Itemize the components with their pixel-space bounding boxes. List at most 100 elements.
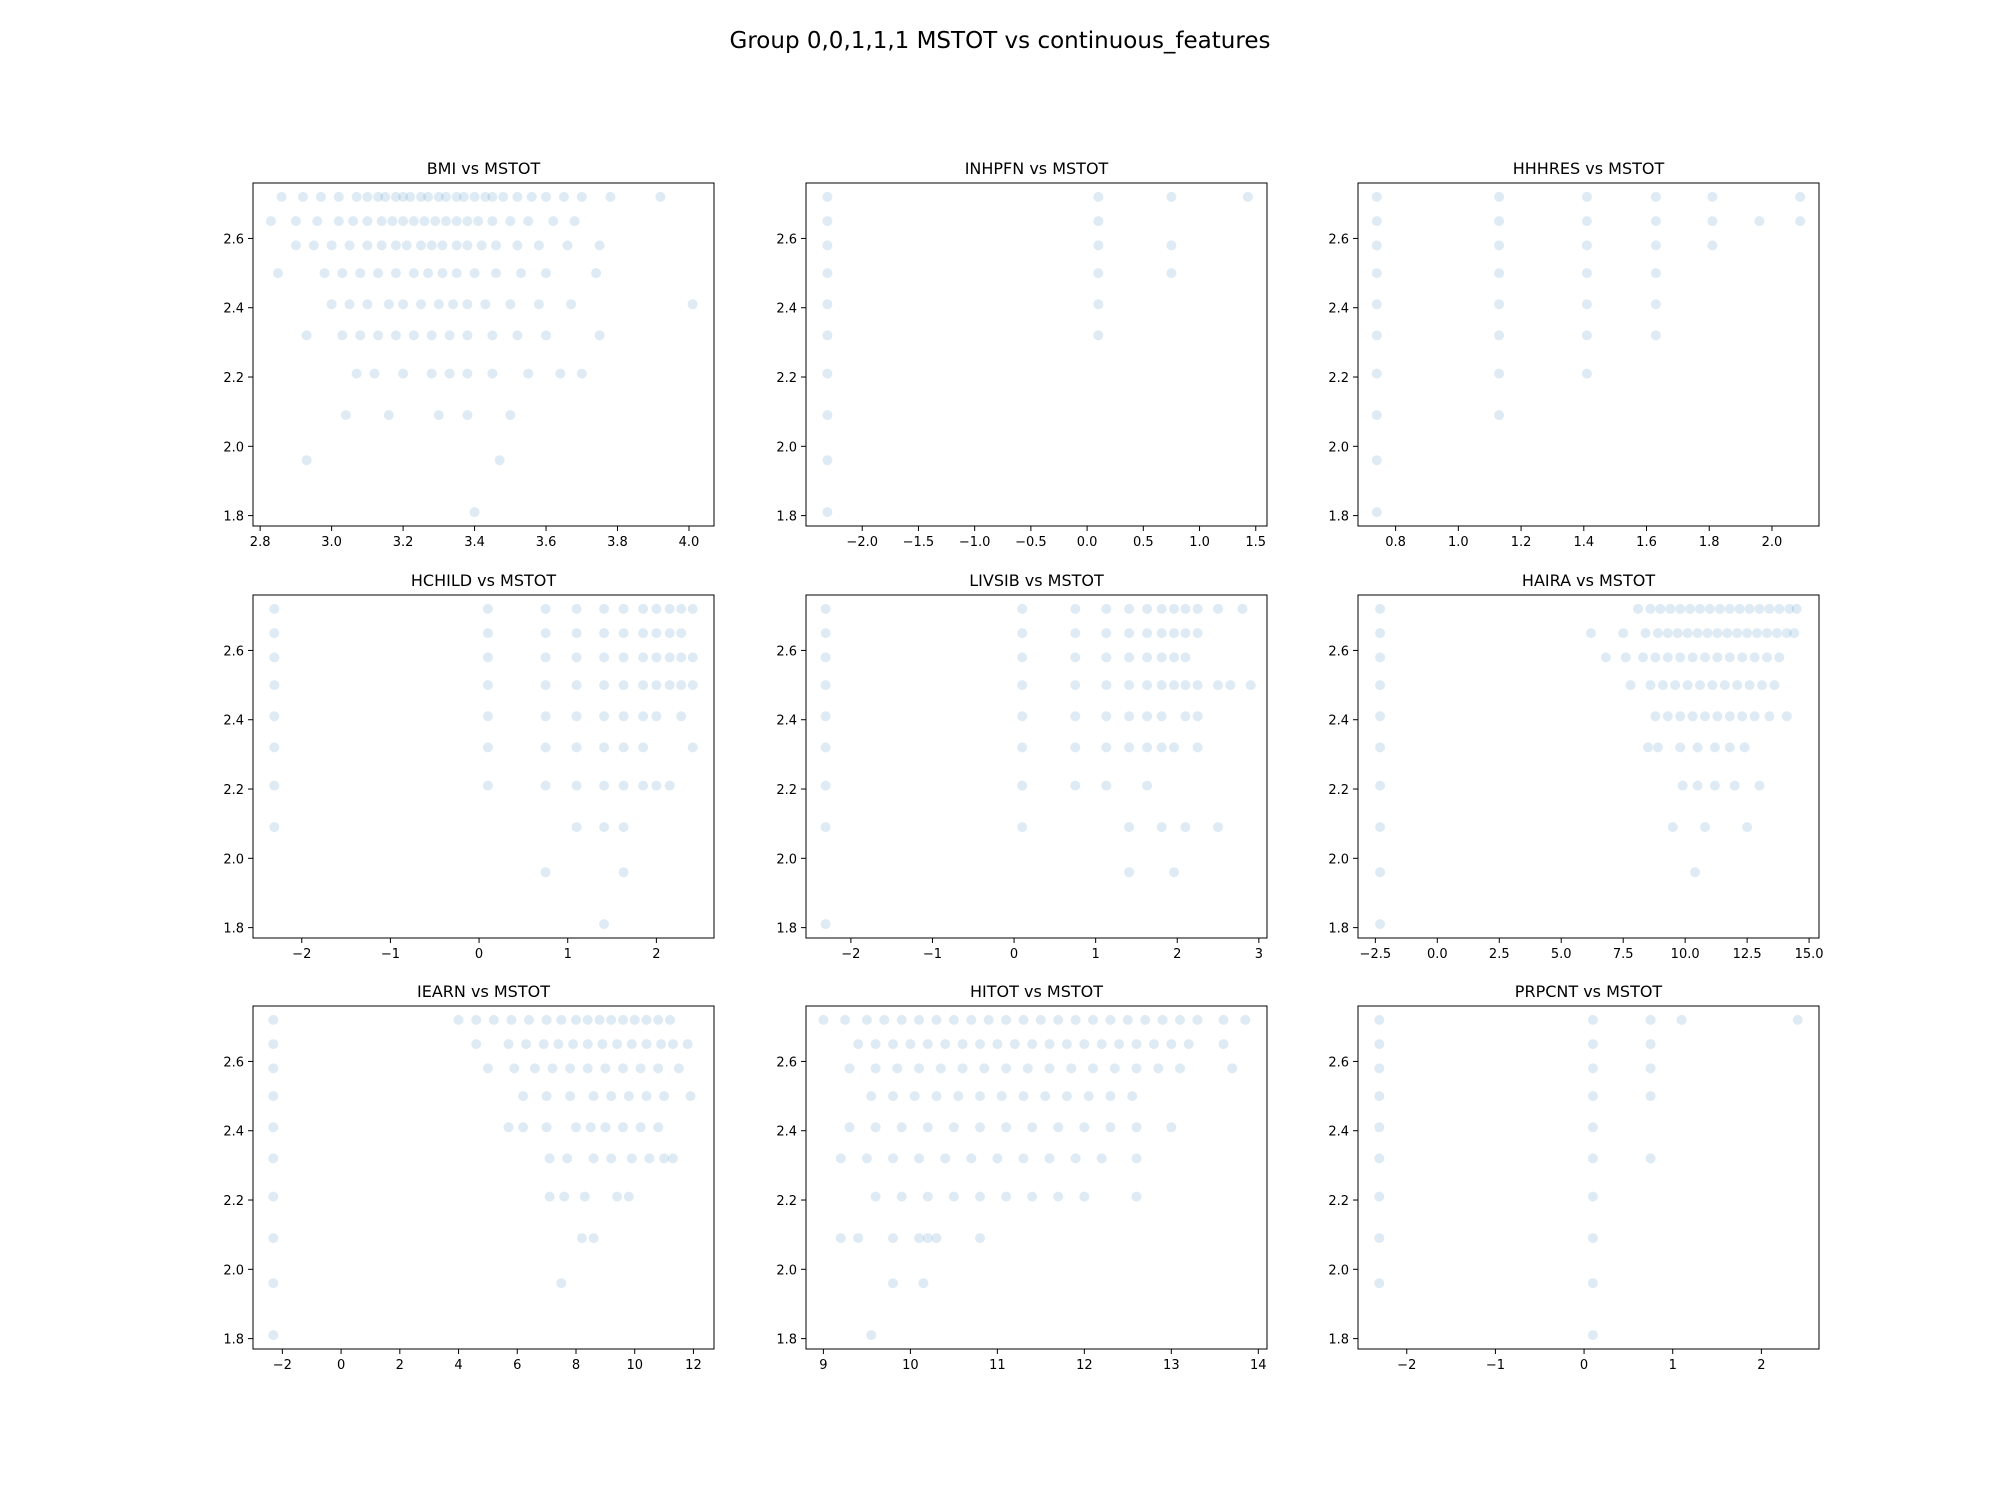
data-point (1166, 240, 1177, 251)
data-point (600, 1063, 611, 1074)
data-point (437, 240, 448, 251)
data-point (1245, 680, 1256, 691)
data-point (298, 191, 308, 202)
data-point (544, 1153, 555, 1164)
axes-frame (1357, 594, 1820, 939)
data-point (653, 1014, 664, 1025)
data-point (1127, 1091, 1138, 1102)
data-point (588, 1233, 599, 1244)
data-point (820, 711, 831, 722)
data-point (265, 216, 276, 227)
data-point (953, 1091, 964, 1102)
subplot-8: PRPCNT vs MSTOT −2 −1 0 1 2 1.8 2.0 2.2 2.4 2.6 (1328, 982, 1820, 1373)
data-point (612, 1039, 623, 1050)
y-tick-label: 1.8 (1328, 922, 1349, 937)
subplot-4: LIVSIB vs MSTOT −2 −1 0 1 2 3 1.8 2.0 2.2 2.4 2.6 (776, 571, 1268, 962)
data-point (879, 1014, 890, 1025)
data-point (1101, 711, 1112, 722)
data-point (948, 1191, 959, 1202)
data-point (840, 1014, 851, 1025)
data-point (301, 330, 312, 341)
data-point (1791, 603, 1802, 614)
data-point (268, 1191, 279, 1202)
data-point (1180, 822, 1191, 833)
x-tick-label: 11 (989, 1358, 1006, 1373)
data-point (1600, 652, 1611, 663)
data-point (315, 191, 326, 202)
data-point (896, 1191, 907, 1202)
subplot-3: HCHILD vs MSTOT −2 −1 0 1 2 1.8 2.0 2.2 2.4 2.6 (223, 571, 715, 962)
data-point (1192, 628, 1203, 639)
data-point (664, 603, 675, 614)
data-point (605, 191, 616, 202)
data-point (687, 603, 698, 614)
data-point (290, 216, 301, 227)
x-tick-label: 3.4 (464, 535, 485, 550)
data-point (362, 191, 373, 202)
data-point (641, 1039, 652, 1050)
data-point (1645, 603, 1656, 614)
data-point (529, 1063, 540, 1074)
data-point (591, 268, 602, 279)
data-point (626, 1153, 637, 1164)
data-point (1375, 711, 1386, 722)
data-point (685, 1091, 696, 1102)
data-point (1494, 410, 1505, 421)
data-point (1675, 711, 1686, 722)
data-point (380, 191, 391, 202)
y-tick-label: 2.4 (223, 302, 244, 317)
x-tick-label: 1.6 (1636, 535, 1657, 550)
data-point (1682, 628, 1693, 639)
data-point (268, 1153, 279, 1164)
data-point (548, 216, 559, 227)
data-point (687, 652, 698, 663)
data-point (1371, 299, 1382, 310)
y-tick-label: 2.4 (223, 1125, 244, 1140)
data-point (888, 1039, 898, 1050)
data-point (1625, 680, 1636, 691)
data-point (1707, 680, 1718, 691)
data-point (487, 330, 498, 341)
data-point (948, 1014, 959, 1025)
data-point (651, 780, 662, 791)
subplot-title: HAIRA vs MSTOT (1522, 571, 1655, 590)
data-point (387, 216, 398, 227)
data-point (1645, 1091, 1656, 1102)
data-point (1704, 603, 1715, 614)
data-point (505, 216, 516, 227)
data-point (416, 240, 426, 251)
data-point (1375, 628, 1386, 639)
data-point (975, 1191, 985, 1202)
x-tick-label: −2 (841, 947, 860, 962)
data-point (931, 1014, 942, 1025)
data-point (487, 191, 498, 202)
data-point (1587, 1191, 1598, 1202)
data-point (822, 216, 833, 227)
data-point (1142, 628, 1153, 639)
axes-frame (1357, 1005, 1820, 1350)
data-point (1166, 191, 1177, 202)
data-point (1027, 1039, 1038, 1050)
data-point (462, 299, 473, 310)
data-point (355, 330, 366, 341)
data-point (1375, 780, 1386, 791)
data-point (1375, 603, 1386, 614)
data-point (1737, 711, 1748, 722)
data-point (638, 742, 649, 753)
data-point (268, 1122, 279, 1133)
data-point (308, 240, 319, 251)
data-point (1494, 368, 1505, 379)
y-tick-label: 1.8 (223, 1333, 244, 1348)
x-tick-label: 12 (1076, 1358, 1093, 1373)
data-point (494, 455, 505, 466)
data-point (1707, 191, 1718, 202)
y-tick-label: 2.6 (223, 644, 244, 659)
data-point (1070, 652, 1081, 663)
data-point (1169, 742, 1179, 753)
data-point (914, 1153, 925, 1164)
data-point (269, 822, 280, 833)
data-point (398, 299, 409, 310)
x-tick-label: 2.8 (250, 535, 271, 550)
subplot-6: IEARN vs MSTOT −2 0 2 4 6 8 10 12 1.8 2.0 2.2 2.4 2.6 (223, 982, 715, 1373)
data-point (521, 1039, 532, 1050)
